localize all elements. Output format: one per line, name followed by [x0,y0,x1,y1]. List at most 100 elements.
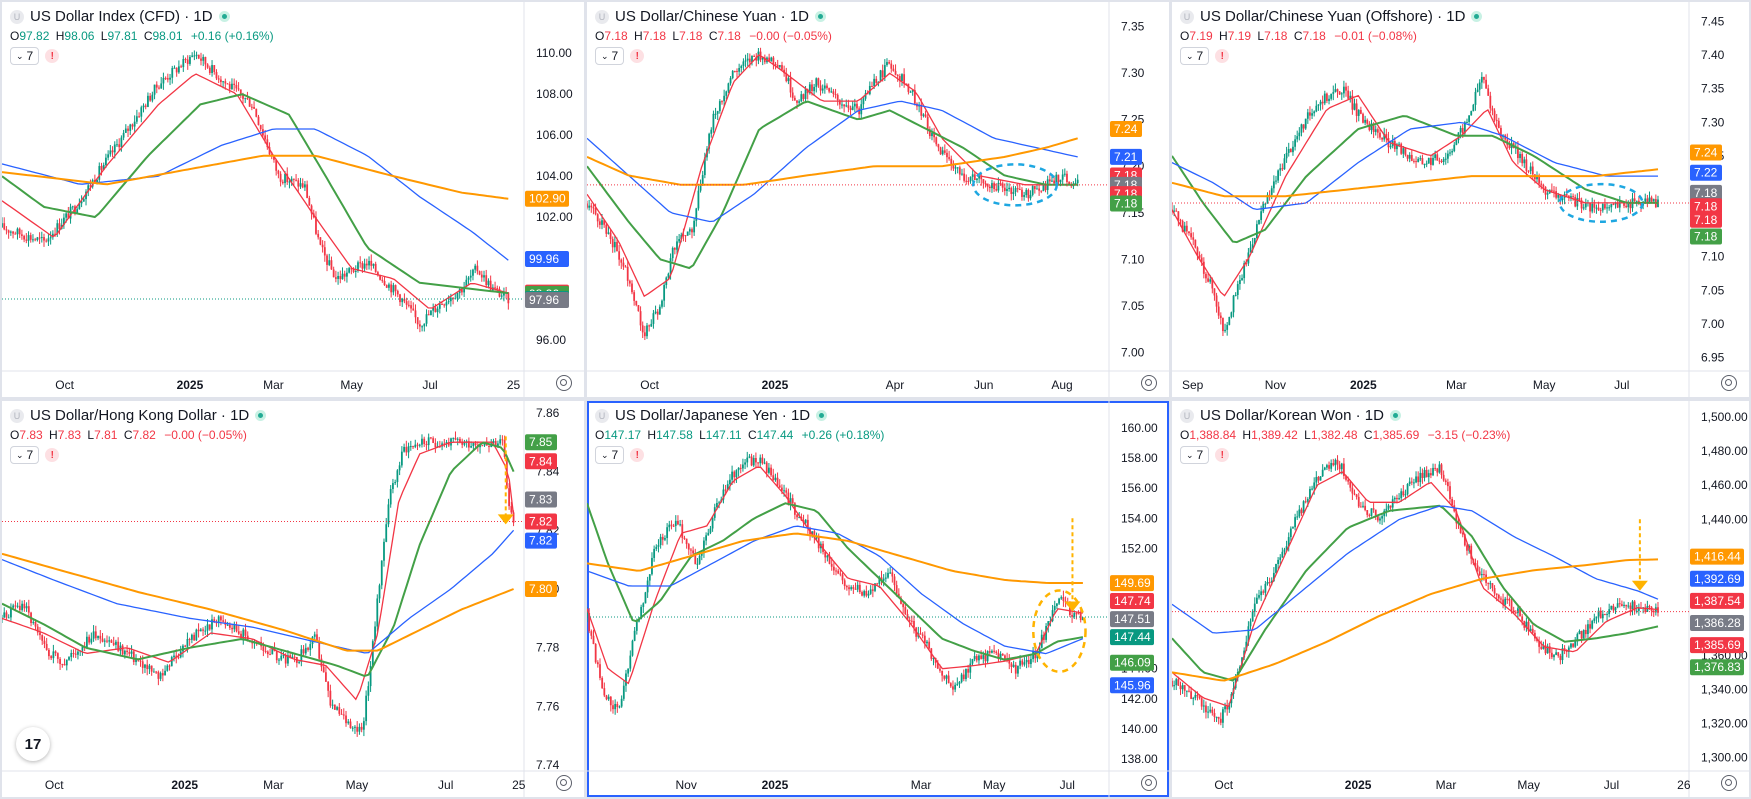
symbol-title-row[interactable]: U US Dollar Index (CFD) · 1D [10,8,274,25]
tradingview-logo-icon[interactable]: 17 [16,727,50,761]
candle-body [96,179,98,183]
candle-body [1190,233,1192,238]
candle-body [461,289,463,293]
indicators-toggle-button[interactable]: ⌄ 7 [1180,47,1210,65]
symbol-title[interactable]: US Dollar Index (CFD) · 1D [30,8,213,25]
chart-pane-3[interactable]: 7.867.847.827.807.787.767.74Oct2025MarMa… [2,401,584,797]
chart-pane-1[interactable]: 7.35 7.30 7.25 7.20 7.15 7.10 7.05 7.00 Oct 2025 A… [587,2,1169,397]
indicators-toggle-button[interactable]: ⌄ 7 [595,446,625,464]
candle-body [691,229,693,233]
candle-body [32,621,35,623]
settings-gear-icon[interactable] [1721,375,1737,391]
warning-icon[interactable]: ! [45,49,60,63]
warning-icon[interactable]: ! [630,448,645,462]
indicators-toggle-button[interactable]: ⌄ 7 [595,47,625,65]
candle-body [1637,607,1640,611]
candle-body [933,133,936,138]
candle-body [975,656,978,661]
candle-body [1031,186,1034,195]
candle-body [1633,601,1636,611]
settings-gear-icon[interactable] [1141,375,1157,391]
high-key: H [634,29,643,43]
candle-body [682,234,685,236]
indicators-toggle-button[interactable]: ⌄ 7 [10,47,40,65]
chart-pane-5[interactable]: 1,500.00 1,480.00 1,460.00 1,440.00 1,360.00… [1172,401,1749,797]
settings-gear-icon[interactable] [1721,775,1737,791]
candle-body [705,535,708,541]
candle-body [512,512,515,523]
symbol-title[interactable]: US Dollar/Chinese Yuan · 1D [615,8,809,25]
candle-body [319,237,322,245]
symbol-title[interactable]: US Dollar/Japanese Yen · 1D [615,407,811,424]
high-key: H [55,29,65,43]
candle-body [1224,706,1226,710]
candle-body [421,326,424,328]
symbol-title[interactable]: US Dollar/Chinese Yuan (Offshore) · 1D [1200,8,1466,25]
settings-gear-icon[interactable] [1141,775,1157,791]
candle-body [1595,616,1598,619]
price-tag: 147.74 [1110,593,1154,610]
symbol-title-row[interactable]: U US Dollar/Chinese Yuan · 1D [595,8,832,25]
warning-icon[interactable]: ! [1215,49,1230,63]
price-tag: 146.09 [1110,654,1154,671]
symbol-title-row[interactable]: U US Dollar/Japanese Yen · 1D [595,407,884,424]
candle-body [1300,124,1303,133]
candle-body [70,652,73,658]
candle-body [836,94,839,101]
candle-body [633,630,636,641]
chevron-down-icon: ⌄ [1186,449,1194,460]
candle-body [1179,685,1182,690]
chart-svg-2[interactable]: 7.457.407.357.307.257.107.057.006.95SepN… [1172,2,1749,397]
chart-pane-0[interactable]: 110.00 108.00 106.00 104.00 102.00 96.00 Oct 20… [2,2,584,397]
candle-body [978,655,980,661]
candle-body [126,650,128,653]
candle-body [939,147,942,155]
symbol-title-row[interactable]: U US Dollar/Korean Won · 1D [1180,407,1510,424]
indicators-toggle-button[interactable]: ⌄ 7 [1180,446,1210,464]
settings-gear-icon[interactable] [556,775,572,791]
candle-body [499,439,502,444]
candle-body [67,213,70,219]
warning-icon[interactable]: ! [630,49,645,63]
candle-body [109,150,112,155]
high-value: 7.18 [642,29,667,43]
settings-gear-icon[interactable] [556,375,572,391]
candle-body [1213,712,1216,717]
candle-body [1038,647,1041,651]
symbol-title[interactable]: US Dollar/Hong Kong Dollar · 1D [30,407,250,424]
chart-svg-4[interactable]: 160.00158.00156.00154.00152.00144.00142.… [587,401,1169,797]
candle-body [1604,613,1606,615]
chart-svg-3[interactable]: 7.867.847.827.807.787.767.74Oct2025MarMa… [2,401,584,797]
indicators-toggle-button[interactable]: ⌄ 7 [10,446,40,464]
candle-body [259,125,262,130]
symbol-title-row[interactable]: U US Dollar/Hong Kong Dollar · 1D [10,407,267,424]
candle-body [63,664,66,666]
chart-svg-5[interactable]: 1,500.001,480.001,460.001,440.001,360.00… [1172,401,1749,797]
candle-body [101,638,104,642]
candle-body [476,265,479,272]
chart-pane-2[interactable]: 7.457.407.357.307.257.107.057.006.95SepN… [1172,2,1749,397]
chart-pane-4[interactable]: 160.00158.00156.00154.00152.00144.00142.… [587,401,1169,797]
candle-body [943,150,946,153]
candle-body [1453,144,1456,152]
candle-body [193,634,196,641]
candle-body [873,78,876,87]
candle-body [1004,655,1006,659]
candle-body [1436,468,1439,473]
warning-icon[interactable]: ! [45,448,60,462]
price-tag-bg [525,513,557,530]
candle-body [641,325,644,333]
candle-body [613,242,616,248]
candle-body [620,698,623,707]
warning-icon[interactable]: ! [1215,448,1230,462]
symbol-title-row[interactable]: U US Dollar/Chinese Yuan (Offshore) · 1D [1180,8,1483,25]
candle-body [27,235,30,241]
y-tick-label: 106.00 [536,128,573,142]
candle-body [1427,157,1430,164]
candle-body [995,189,998,191]
candle-body [438,303,441,309]
candle-body [1073,613,1076,617]
symbol-title[interactable]: US Dollar/Korean Won · 1D [1200,407,1384,424]
